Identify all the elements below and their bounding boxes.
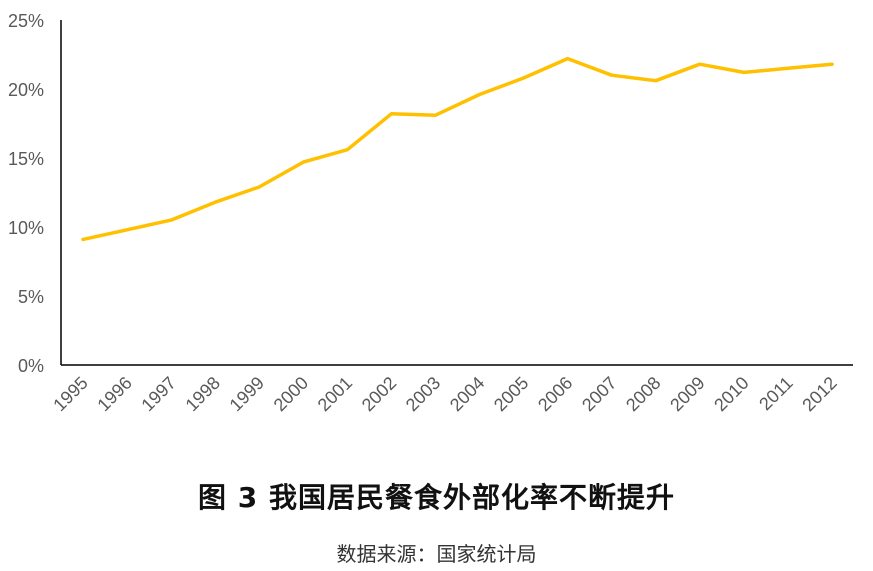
y-tick-label: 5% <box>18 287 44 307</box>
x-tick-label: 1997 <box>137 373 179 415</box>
line-chart: 0%5%10%15%20%25% 1995 1996 1997 1998 1999 200… <box>8 11 853 415</box>
y-tick-label: 25% <box>8 11 44 31</box>
y-tick-label: 20% <box>8 80 44 100</box>
x-tick-label: 2009 <box>666 373 708 415</box>
x-tick-label: 2008 <box>622 373 664 415</box>
x-tick-label: 2000 <box>270 373 312 415</box>
x-tick-label: 1999 <box>226 373 268 415</box>
x-axis-ticks: 1995 1996 1997 1998 1999 2000 2001 2002 2003 2004… <box>49 373 840 415</box>
x-tick-label: 2006 <box>534 373 576 415</box>
x-tick-label: 2004 <box>446 373 488 415</box>
x-tick-label: 1996 <box>93 373 135 415</box>
x-tick-label: 1995 <box>49 373 91 415</box>
y-tick-label: 0% <box>18 356 44 376</box>
x-tick-label: 2007 <box>578 373 620 415</box>
x-tick-label: 2005 <box>490 373 532 415</box>
y-tick-label: 15% <box>8 149 44 169</box>
x-tick-label: 2010 <box>710 373 752 415</box>
x-tick-label: 2002 <box>358 373 400 415</box>
series-line-dining-out-rate <box>81 56 834 242</box>
chart-title: 图 3 我国居民餐食外部化率不断提升 <box>198 481 675 514</box>
data-source-note: 数据来源：国家统计局 <box>336 542 537 566</box>
x-tick-label: 2011 <box>755 373 797 415</box>
x-tick-label: 1998 <box>182 373 224 415</box>
y-tick-label: 10% <box>8 218 44 238</box>
x-tick-label: 2001 <box>314 373 356 415</box>
x-tick-label: 2003 <box>402 373 444 415</box>
x-tick-label: 2012 <box>798 373 840 415</box>
y-axis-ticks: 0% 5% 10% 15% 20% 25% <box>8 11 44 376</box>
